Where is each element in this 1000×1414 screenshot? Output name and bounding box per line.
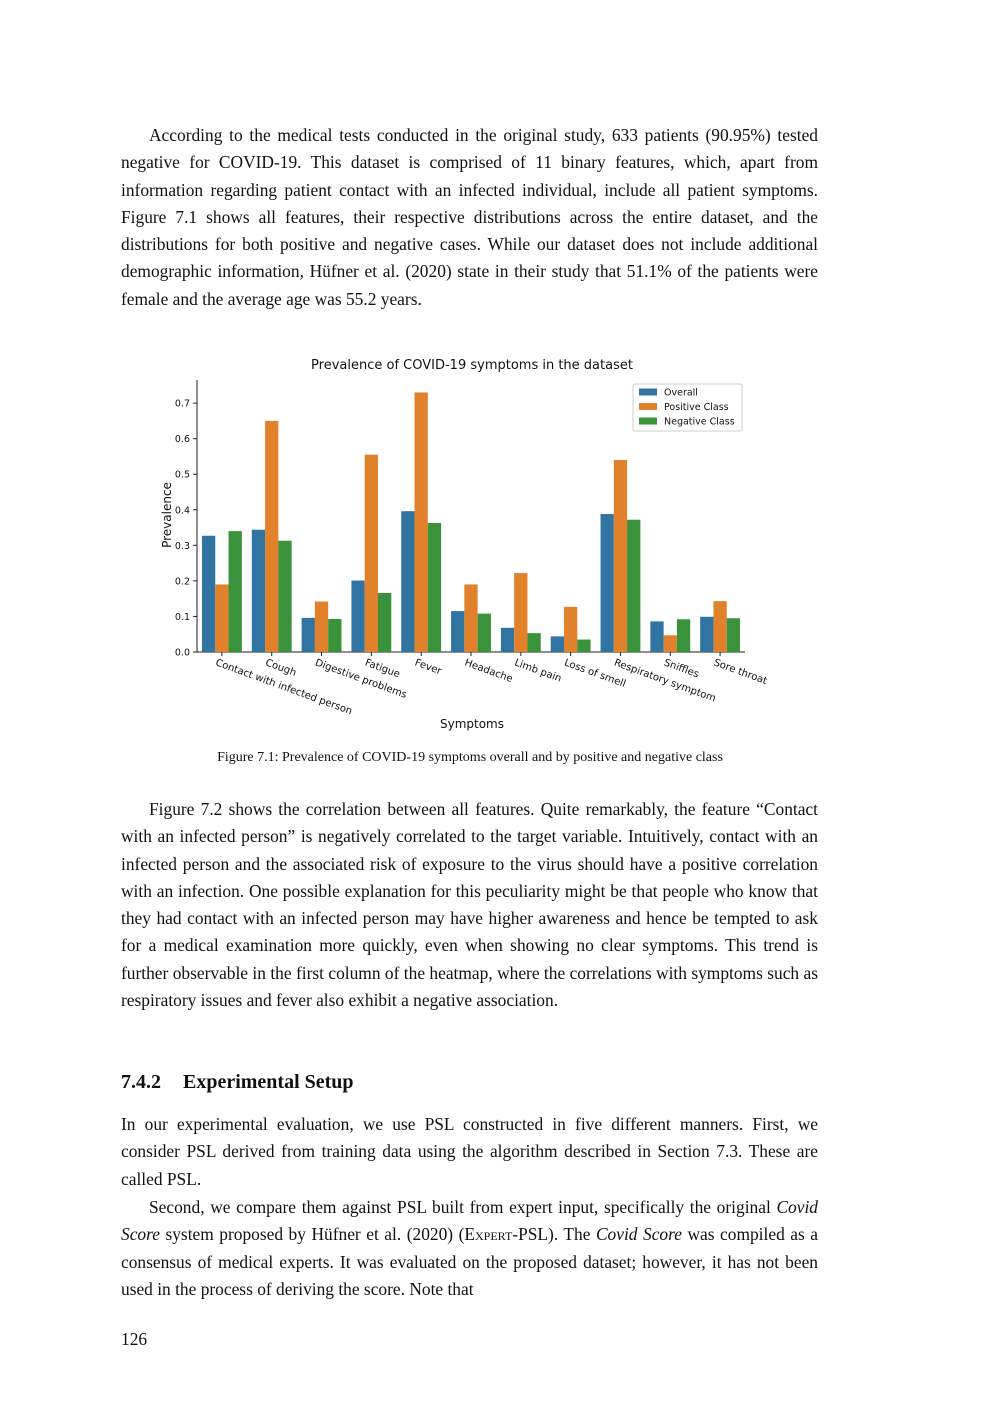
legend-box xyxy=(632,383,743,432)
y-tick-label: 0.3 xyxy=(175,541,190,552)
section-title: Experimental Setup xyxy=(183,1071,354,1093)
bar xyxy=(650,621,664,652)
bar xyxy=(726,618,741,652)
bar xyxy=(676,619,691,652)
bar xyxy=(451,611,465,652)
bar xyxy=(364,454,379,652)
bar xyxy=(228,531,242,652)
section-number: 7.4.2 xyxy=(121,1071,161,1093)
bar xyxy=(401,511,415,652)
paragraph: According to the medical tests conducted… xyxy=(121,125,818,309)
bar xyxy=(427,522,442,652)
bar xyxy=(265,420,279,652)
y-tick-label: 0.7 xyxy=(175,399,190,410)
legend-label: Overall xyxy=(664,388,698,399)
text: was compiled as a consensus of medical e… xyxy=(121,1224,818,1299)
chart: Prevalence of COVID-19 symptoms in the d… xyxy=(160,358,769,731)
x-tick-label: Sore throat xyxy=(712,657,768,687)
text: Second, we compare them against PSL buil… xyxy=(149,1197,777,1217)
bar xyxy=(527,633,541,652)
bar xyxy=(700,616,714,652)
bar xyxy=(514,573,528,652)
bar xyxy=(351,580,365,652)
bar xyxy=(251,529,266,652)
bar xyxy=(314,601,329,652)
bar xyxy=(201,535,216,652)
bar xyxy=(414,392,428,652)
chart-title: Prevalence of COVID-19 symptoms in the d… xyxy=(311,358,633,373)
bar xyxy=(477,613,491,652)
bar xyxy=(627,519,641,652)
bar xyxy=(301,617,315,652)
bar xyxy=(278,540,292,652)
x-tick-label: Fever xyxy=(413,657,443,677)
legend-swatch xyxy=(639,403,657,410)
y-tick-label: 0.2 xyxy=(175,576,190,587)
bar xyxy=(577,639,591,652)
bar xyxy=(613,460,628,652)
legend-swatch xyxy=(639,417,657,425)
small-caps-text: Expert xyxy=(464,1224,513,1245)
y-tick-label: 0.6 xyxy=(175,434,190,445)
paragraph: Second, we compare them against PSL buil… xyxy=(121,1194,818,1303)
x-tick-label: Digestive problems xyxy=(314,657,409,700)
italic-text: Covid Score xyxy=(595,1224,682,1245)
bar xyxy=(663,635,677,652)
legend-label: Positive Class xyxy=(664,402,729,413)
y-tick-label: 0.4 xyxy=(175,505,190,516)
paragraph: In our experimental evaluation, we use P… xyxy=(121,1114,818,1189)
text: system proposed by Hüfner et al. (2020) … xyxy=(159,1224,465,1245)
bar xyxy=(713,601,727,652)
bar xyxy=(215,584,229,652)
page-number: 126 xyxy=(121,1329,148,1349)
paragraph: Figure 7.2 shows the correlation between… xyxy=(121,799,818,1011)
bar xyxy=(328,618,342,652)
x-tick-label: Limb pain xyxy=(513,657,563,684)
bar xyxy=(563,606,578,652)
figure-caption: Figure 7.1: Prevalence of COVID-19 sympt… xyxy=(217,750,723,765)
x-axis-label: Symptoms xyxy=(440,717,504,731)
bar xyxy=(550,636,564,652)
x-tick-label: Headache xyxy=(463,657,514,685)
bar xyxy=(600,514,614,652)
text: -PSL). The xyxy=(512,1224,596,1245)
y-tick-label: 0.5 xyxy=(175,470,190,481)
y-axis-label: Prevalence xyxy=(160,482,174,548)
legend-label: Negative Class xyxy=(664,417,735,428)
legend-swatch xyxy=(639,388,657,396)
bar xyxy=(464,584,478,652)
bar xyxy=(378,592,392,652)
italic-text: Covid Score xyxy=(121,1197,818,1245)
y-tick-label: 0.0 xyxy=(175,648,190,659)
y-tick-label: 0.1 xyxy=(175,612,190,623)
section-heading: 7.4.2 Experimental Setup xyxy=(121,1071,354,1094)
bar xyxy=(500,627,515,652)
